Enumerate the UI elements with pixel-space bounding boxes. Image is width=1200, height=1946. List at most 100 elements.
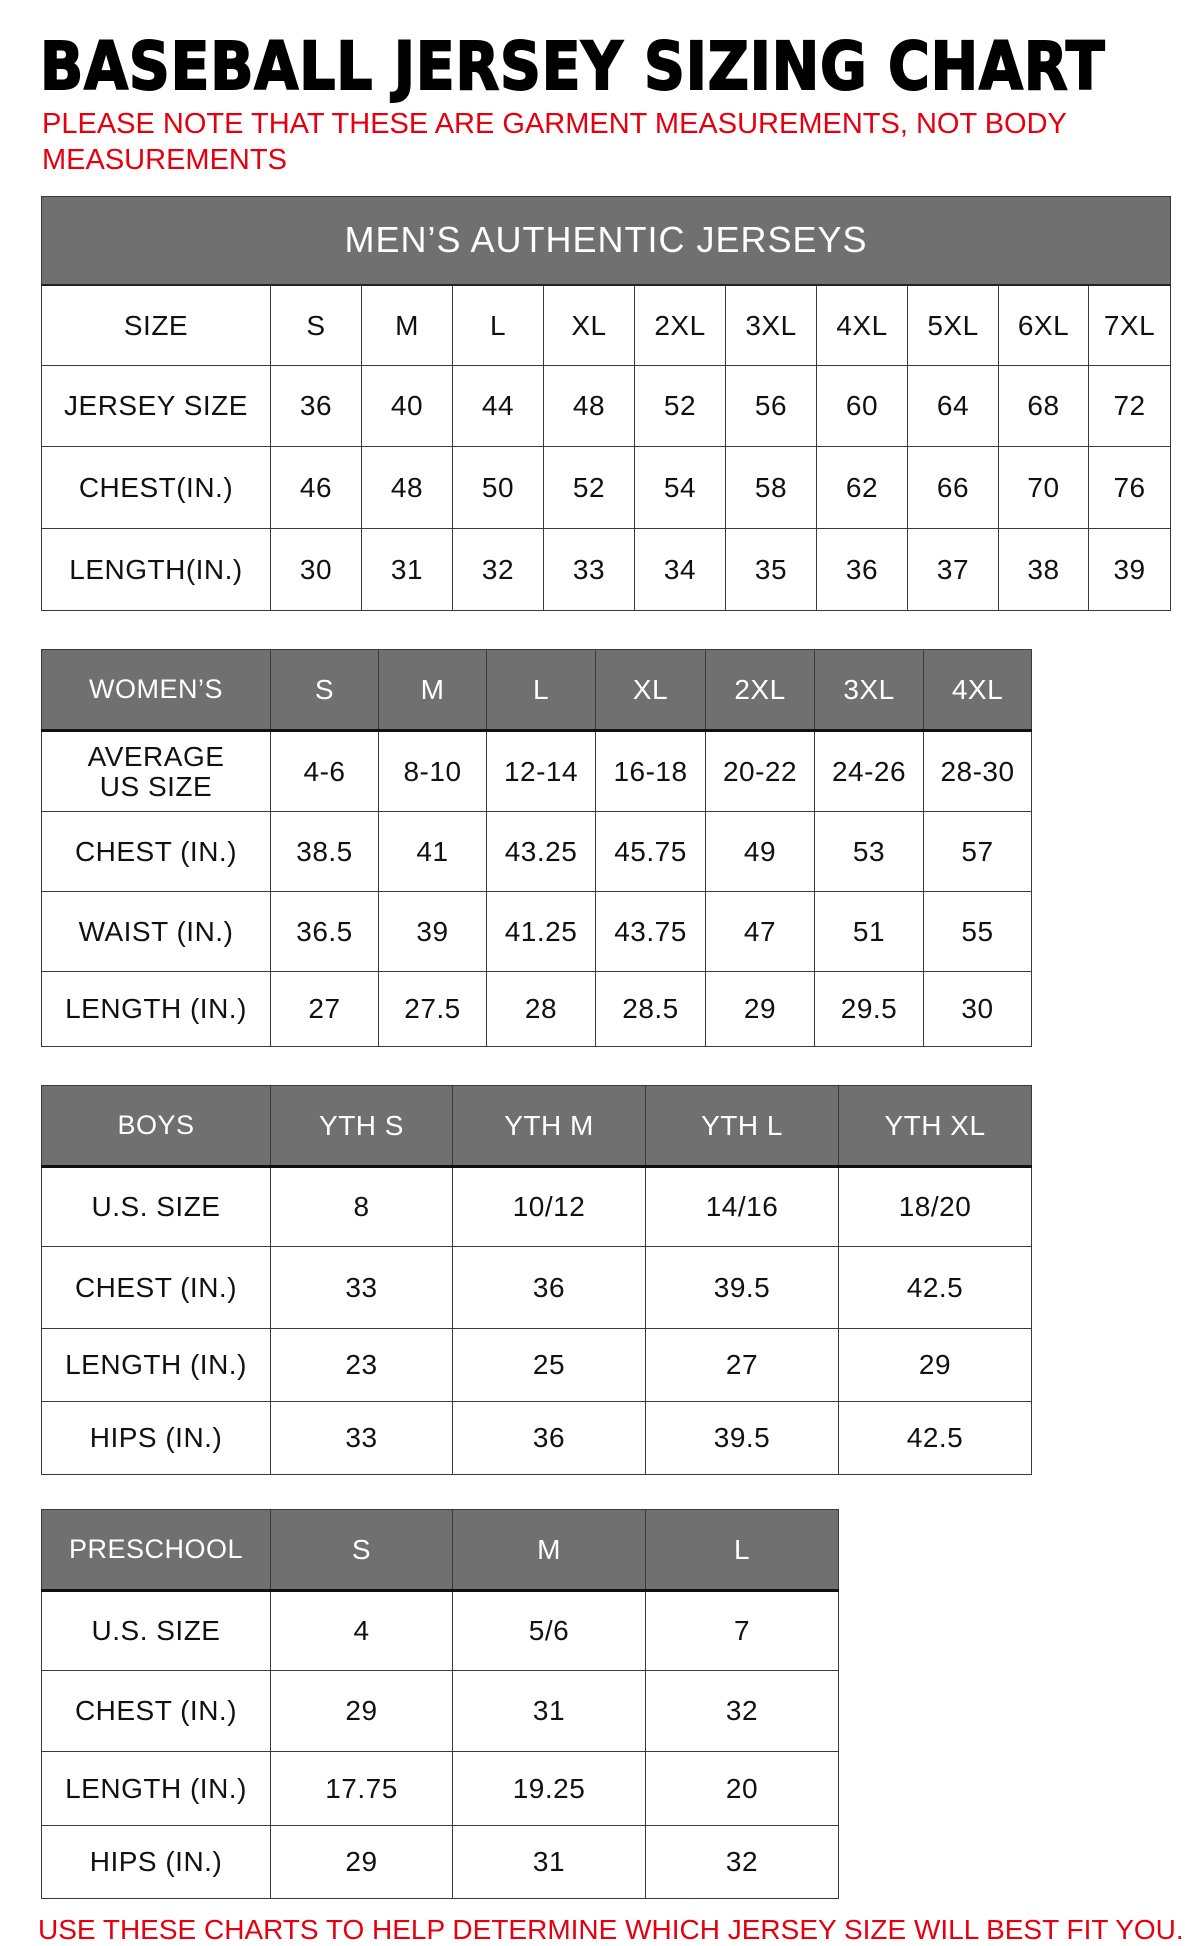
value-cell: 8-10 [378,730,487,812]
value-cell: 27 [270,971,379,1047]
value-cell: 38 [998,528,1089,611]
table-row: CHEST(IN.) 46 48 50 52 54 58 62 66 70 76 [41,446,1172,529]
value-cell: 55 [923,891,1032,972]
value-cell: 45.75 [595,811,706,892]
header-label-cell: BOYS [41,1085,271,1168]
value-cell: 7 [645,1590,839,1671]
size-header-cell: 7XL [1087,284,1172,366]
value-cell: 29 [270,1670,453,1752]
value-cell: 31 [361,528,453,611]
value-cell: 58 [725,446,817,529]
value-cell: 33 [270,1401,453,1475]
value-cell: 4-6 [270,730,379,812]
value-cell: 56 [725,365,817,447]
table-row: U.S. SIZE 8 10/12 14/16 18/20 [41,1166,1032,1247]
value-cell: 52 [634,365,726,447]
table-row: CHEST (IN.) 29 31 32 [41,1670,839,1752]
value-cell: 70 [998,446,1089,529]
value-cell: 31 [452,1670,646,1752]
value-cell: 28-30 [923,730,1032,812]
value-cell: 36 [816,528,908,611]
value-cell: 20 [645,1751,839,1826]
header-label-cell: WOMEN’S [41,649,271,732]
table-header-row: SIZE S M L XL 2XL 3XL 4XL 5XL 6XL 7XL [41,284,1172,366]
size-header-cell: S [270,284,362,366]
value-cell: 48 [361,446,453,529]
size-header-cell: YTH S [270,1085,453,1168]
value-cell: 31 [452,1825,646,1899]
value-cell: 27.5 [378,971,487,1047]
value-cell: 68 [998,365,1089,447]
value-cell: 39.5 [645,1401,839,1475]
size-header-cell: M [452,1509,646,1592]
size-header-cell: XL [595,649,706,732]
row-label-cell: CHEST (IN.) [41,1670,271,1752]
value-cell: 29 [838,1328,1032,1402]
value-cell: 60 [816,365,908,447]
value-cell: 72 [1087,365,1172,447]
table-row: HIPS (IN.) 33 36 39.5 42.5 [41,1401,1032,1475]
table-row: AVERAGE US SIZE 4-6 8-10 12-14 16-18 20-22 24-… [41,730,1032,812]
value-cell: 54 [634,446,726,529]
size-header-cell: XL [543,284,635,366]
row-label-cell: U.S. SIZE [41,1166,271,1247]
value-cell: 36 [270,365,362,447]
value-cell: 43.25 [486,811,596,892]
preschool-table: PRESCHOOL S M L U.S. SIZE 4 5/6 7 CHEST (IN.) 29 3… [41,1509,839,1899]
value-cell: 64 [907,365,999,447]
value-cell: 57 [923,811,1032,892]
size-header-cell: M [378,649,487,732]
size-header-cell: 2XL [705,649,815,732]
value-cell: 36.5 [270,891,379,972]
value-cell: 36 [452,1401,646,1475]
boys-table: BOYS YTH S YTH M YTH L YTH XL U.S. SIZE 8 10/12… [41,1085,1032,1475]
size-header-cell: L [452,284,544,366]
row-label-cell: HIPS (IN.) [41,1825,271,1899]
table-row: LENGTH(IN.) 30 31 32 33 34 35 36 37 38 39 [41,528,1172,611]
table-row: JERSEY SIZE 36 40 44 48 52 56 60 64 68 72 [41,365,1172,447]
size-header-cell: 5XL [907,284,999,366]
value-cell: 43.75 [595,891,706,972]
value-cell: 62 [816,446,908,529]
value-cell: 4 [270,1590,453,1671]
size-header-cell: 3XL [814,649,924,732]
value-cell: 51 [814,891,924,972]
value-cell: 76 [1087,446,1172,529]
value-cell: 44 [452,365,544,447]
row-label-cell: CHEST(IN.) [41,446,271,529]
value-cell: 14/16 [645,1166,839,1247]
value-cell: 41.25 [486,891,596,972]
value-cell: 39.5 [645,1246,839,1329]
table-row: CHEST (IN.) 33 36 39.5 42.5 [41,1246,1032,1329]
size-header-cell: S [270,649,379,732]
size-header-cell: YTH XL [838,1085,1032,1168]
table-caption-row: MEN’S AUTHENTIC JERSEYS [40,196,1172,286]
value-cell: 32 [645,1825,839,1899]
value-cell: 10/12 [452,1166,646,1247]
womens-table: WOMEN’S S M L XL 2XL 3XL 4XL AVERAGE US SIZE 4-6 8… [41,649,1032,1047]
garment-note-line-2: MEASUREMENTS [42,144,287,176]
value-cell: 24-26 [814,730,924,812]
value-cell: 39 [1087,528,1172,611]
value-cell: 29.5 [814,971,924,1047]
size-header-cell: L [486,649,596,732]
value-cell: 52 [543,446,635,529]
value-cell: 47 [705,891,815,972]
value-cell: 38.5 [270,811,379,892]
table-row: WAIST (IN.) 36.5 39 41.25 43.75 47 51 55 [41,891,1032,972]
table-header-row: PRESCHOOL S M L [41,1509,839,1592]
header-label-cell: SIZE [41,284,271,366]
value-cell: 18/20 [838,1166,1032,1247]
table-header-row: WOMEN’S S M L XL 2XL 3XL 4XL [41,649,1032,732]
value-cell: 46 [270,446,362,529]
value-cell: 66 [907,446,999,529]
value-cell: 53 [814,811,924,892]
table-row: U.S. SIZE 4 5/6 7 [41,1590,839,1671]
row-label-cell: CHEST (IN.) [41,1246,271,1329]
row-label-cell: LENGTH (IN.) [41,1751,271,1826]
value-cell: 48 [543,365,635,447]
value-cell: 29 [705,971,815,1047]
value-cell: 32 [645,1670,839,1752]
row-label-cell: AVERAGE US SIZE [41,730,271,812]
row-label-cell: WAIST (IN.) [41,891,271,972]
